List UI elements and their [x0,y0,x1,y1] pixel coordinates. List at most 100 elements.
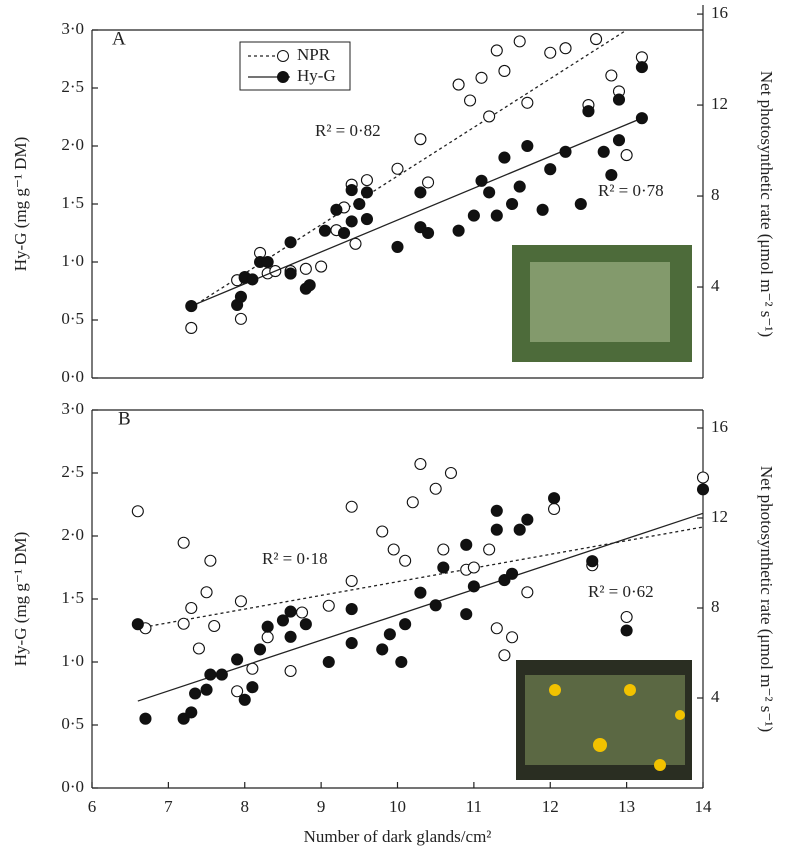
photo-flower [593,738,607,752]
fit-line [137,526,704,629]
data-point [483,186,496,199]
data-point [177,617,190,630]
y-tick-label: 0·5 [61,714,84,733]
y2-axis-label: Net photosynthetic rate (μmol m⁻² s⁻¹) [757,71,776,337]
x-tick-label: 13 [618,797,635,816]
data-point [345,184,358,197]
data-point [192,642,205,655]
data-point [452,78,465,91]
data-point [521,96,534,109]
data-point [467,209,480,222]
y-tick-label: 0·0 [61,777,84,796]
x-tick-label: 12 [542,797,559,816]
data-point [612,134,626,147]
data-point [421,176,435,189]
data-point [399,554,412,567]
y2-tick-label: 12 [711,94,728,113]
data-point [345,500,358,513]
data-point [360,174,374,187]
data-point [204,668,217,681]
y-tick-label: 3·0 [61,399,84,418]
r-squared-annotation: R² = 0·78 [598,181,664,200]
data-point [177,536,190,549]
data-point [360,213,374,226]
data-point [261,620,274,633]
data-point [574,197,587,211]
data-point [490,504,503,517]
data-point [620,149,633,162]
data-point [284,236,297,249]
data-point [548,502,561,516]
data-point [387,543,400,556]
data-point [597,145,610,158]
data-point [490,209,503,222]
x-tick-label: 7 [164,797,173,816]
data-point [429,482,442,495]
data-point [635,112,648,125]
data-point [414,133,427,146]
data-point [620,610,633,624]
data-point [383,628,396,641]
data-point [586,555,599,568]
y2-tick-label: 4 [711,687,720,706]
data-point [414,457,427,471]
data-point [295,606,309,619]
data-point [490,622,503,635]
data-point [322,599,335,612]
data-point [345,215,358,228]
data-point [521,586,534,599]
y-tick-label: 1·5 [61,588,84,607]
y-tick-label: 1·5 [61,193,84,212]
data-point [498,64,511,77]
data-point [483,110,496,123]
data-point [444,466,458,480]
data-point [234,312,247,325]
data-point [360,186,374,199]
photo-inset-foliage [530,262,670,342]
data-point [620,624,633,637]
data-point [605,69,618,82]
data-point [506,197,519,211]
data-point [521,139,534,153]
data-point [605,168,618,182]
data-point [284,630,297,643]
fit-line [137,512,704,702]
y-tick-label: 1·0 [61,251,84,270]
data-point [548,492,561,505]
y-tick-label: 3·0 [61,19,84,38]
data-point [337,226,351,240]
data-point [204,554,217,567]
y-axis-label: Hy-G (mg g⁻¹ DM) [11,532,30,666]
y2-tick-label: 12 [711,507,728,526]
y2-tick-label: 16 [711,3,728,22]
y-tick-label: 0·0 [61,367,84,386]
data-point [284,605,297,618]
data-point [330,203,343,216]
data-point [460,608,473,621]
data-point [421,226,435,240]
data-point [185,300,198,313]
data-point [349,237,362,250]
data-point [253,643,267,656]
data-point [131,505,144,518]
data-point [536,203,549,216]
data-point [185,601,198,615]
data-point [395,655,408,669]
data-point [475,174,488,187]
data-point [318,224,331,237]
data-point [490,523,503,536]
data-point [498,649,511,662]
data-point [139,712,152,725]
x-tick-label: 6 [88,797,97,816]
data-point [200,586,213,599]
y2-tick-label: 8 [711,597,720,616]
legend-marker [277,71,289,83]
data-point [185,706,198,719]
data-point [437,543,450,556]
panel-label: B [118,408,131,429]
x-tick-label: 14 [695,797,713,816]
data-point [200,683,213,696]
data-point [483,543,496,556]
y-tick-label: 2·5 [61,462,84,481]
